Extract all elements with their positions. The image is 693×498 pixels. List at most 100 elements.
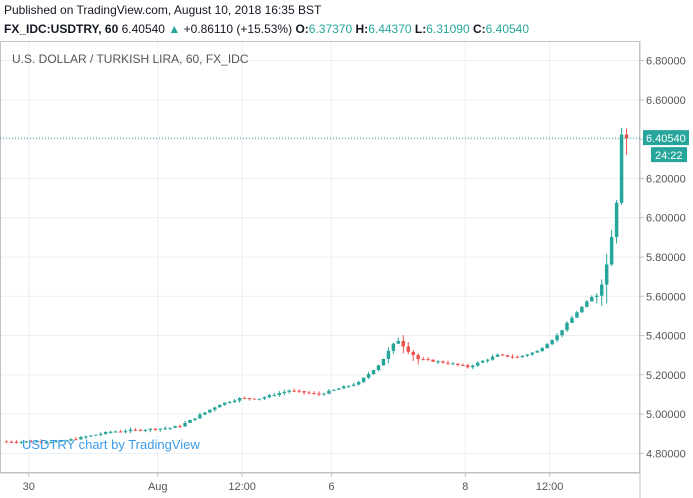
change-value: +0.86110 (+15.53%) [183, 22, 293, 36]
candle-body [292, 390, 296, 392]
candle-body [307, 392, 311, 394]
candle-body [505, 355, 510, 357]
candle-body [232, 400, 237, 402]
candle-body [222, 402, 227, 405]
candle-body [580, 306, 584, 313]
candle-body [24, 441, 29, 443]
candle-body [282, 391, 286, 394]
candle-body [421, 359, 425, 361]
candle-body [153, 428, 158, 430]
candle-body [327, 390, 331, 394]
candle-body [545, 344, 549, 349]
candle-body [555, 335, 559, 341]
candle-body [540, 348, 544, 352]
candle-body [287, 390, 291, 392]
candle-body [490, 356, 495, 360]
candle-body [74, 439, 78, 441]
candle-body [366, 373, 371, 378]
x-tick-label: 8 [462, 481, 468, 493]
grid [0, 41, 640, 473]
candle-body [312, 393, 316, 395]
candle-body [4, 441, 9, 443]
candle-body [84, 436, 88, 438]
candle-body [163, 428, 167, 430]
candle-body [14, 441, 19, 443]
candle-body [480, 360, 485, 363]
x-tick-label: Aug [148, 481, 168, 493]
candle-body [530, 352, 535, 355]
y-tick-label: 5.00000 [646, 409, 686, 421]
low-value: 6.31090 [426, 22, 470, 36]
candle-body [118, 431, 123, 433]
candle-body [302, 391, 306, 393]
price-axis: 4.80000 5.00000 5.20000 5.40000 5.60000 5.800… [640, 56, 686, 460]
y-tick-label: 5.60000 [646, 291, 686, 303]
candle-body [560, 330, 564, 336]
candle-body [113, 431, 118, 433]
candle-body [575, 312, 579, 318]
candle-body [272, 395, 277, 397]
open-label: O: [295, 22, 309, 36]
last-price-box: 6.40540 24:22 [643, 130, 689, 163]
x-tick-label: 12:00 [228, 481, 256, 493]
candle-body [595, 295, 599, 297]
candle-body [371, 370, 376, 374]
close-label: C: [472, 22, 486, 36]
candle-body [510, 356, 515, 358]
candle-body [213, 407, 217, 410]
candle-body [39, 441, 43, 443]
y-tick-label: 6.00000 [646, 213, 686, 225]
candle-body [396, 340, 401, 344]
chart-title: U.S. DOLLAR / TURKISH LIRA, 60, FX_IDC [12, 52, 249, 66]
candle-body [535, 351, 539, 353]
candle-body [426, 359, 430, 361]
candle-body [451, 363, 455, 365]
watermark: USDTRY chart by TradingView [22, 437, 200, 452]
candle-body [34, 441, 38, 443]
candle-body [461, 364, 465, 366]
candle-body [98, 433, 103, 435]
candle-body [624, 134, 629, 139]
candle-body [466, 365, 470, 368]
candle-body [257, 398, 262, 400]
candle-body [29, 441, 34, 443]
candle-body [520, 355, 525, 357]
y-tick-label: 4.80000 [646, 448, 686, 460]
y-tick-label: 6.80000 [646, 56, 686, 68]
candle-body [262, 397, 267, 399]
candle-body [203, 412, 207, 415]
candle-body [227, 401, 232, 403]
candle-body [188, 419, 192, 423]
candle-body [431, 359, 435, 362]
candle-body [515, 356, 520, 358]
high-label: H: [355, 22, 369, 36]
candle-body [441, 361, 445, 363]
candle-body [619, 134, 624, 203]
candle-body [89, 435, 93, 437]
candle-body [356, 382, 361, 385]
candles [4, 127, 629, 445]
candle-body [585, 301, 589, 307]
candle-body [376, 365, 381, 371]
candle-body [609, 236, 614, 265]
candle-body [500, 354, 505, 356]
candle-body [138, 429, 143, 431]
candle-body [347, 385, 351, 387]
y-tick-label: 6.60000 [646, 95, 686, 107]
candle-body [332, 389, 336, 391]
candle-body [386, 350, 391, 359]
candle-body [297, 390, 301, 392]
price-chart[interactable]: U.S. DOLLAR / TURKISH LIRA, 60, FX_IDC 4… [0, 41, 693, 498]
candle-body [133, 429, 138, 431]
y-tick-label: 5.80000 [646, 252, 686, 264]
candle-body [103, 432, 108, 434]
candle-body [168, 427, 172, 429]
candle-body [406, 346, 411, 352]
candle-body [391, 343, 396, 351]
candle-body [401, 340, 406, 347]
candle-body [614, 202, 619, 237]
candle-body [525, 354, 530, 356]
candle-body [436, 361, 440, 363]
x-tick-label: 30 [23, 481, 35, 493]
quote-line: FX_IDC:USDTRY, 60 6.40540 ▲ +0.86110 (+1… [4, 22, 529, 36]
